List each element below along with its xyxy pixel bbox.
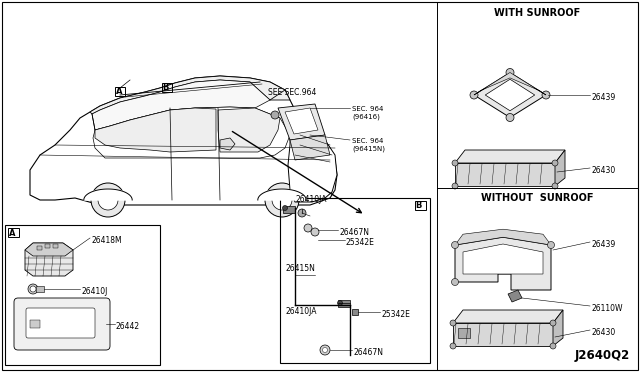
Circle shape bbox=[542, 91, 550, 99]
Circle shape bbox=[272, 190, 292, 210]
Polygon shape bbox=[508, 290, 522, 302]
Text: 26418M: 26418M bbox=[91, 236, 122, 245]
Circle shape bbox=[550, 320, 556, 326]
Bar bbox=[5, 225, 160, 365]
FancyBboxPatch shape bbox=[14, 298, 110, 350]
Bar bbox=[115, 87, 125, 96]
Text: 26415N: 26415N bbox=[285, 264, 315, 273]
Bar bbox=[53, 244, 58, 248]
Text: 26467N: 26467N bbox=[339, 228, 369, 237]
Text: WITH SUNROOF: WITH SUNROOF bbox=[494, 8, 580, 18]
Circle shape bbox=[337, 301, 342, 305]
Circle shape bbox=[550, 343, 556, 349]
Text: B: B bbox=[163, 83, 169, 93]
Text: 26430: 26430 bbox=[591, 328, 615, 337]
Bar bbox=[8, 228, 19, 237]
Bar bbox=[280, 198, 430, 363]
Polygon shape bbox=[92, 80, 270, 130]
Polygon shape bbox=[220, 138, 235, 150]
Text: SEE SEC.964: SEE SEC.964 bbox=[268, 88, 316, 97]
Text: 26439: 26439 bbox=[591, 240, 615, 249]
Text: 26430: 26430 bbox=[591, 166, 615, 175]
Polygon shape bbox=[30, 76, 337, 205]
Text: SEC. 964
(96415N): SEC. 964 (96415N) bbox=[352, 138, 385, 151]
Circle shape bbox=[450, 320, 456, 326]
Polygon shape bbox=[285, 108, 318, 134]
Bar bbox=[352, 309, 358, 315]
Polygon shape bbox=[474, 73, 546, 118]
Circle shape bbox=[451, 279, 458, 285]
Circle shape bbox=[450, 343, 456, 349]
Bar bbox=[162, 83, 172, 92]
Circle shape bbox=[311, 228, 319, 236]
Polygon shape bbox=[290, 135, 330, 160]
Circle shape bbox=[98, 190, 118, 210]
Circle shape bbox=[91, 183, 125, 217]
Polygon shape bbox=[90, 76, 290, 114]
Circle shape bbox=[323, 347, 328, 353]
Circle shape bbox=[298, 209, 306, 217]
Bar bbox=[45, 244, 50, 248]
Text: 26110W: 26110W bbox=[591, 304, 623, 313]
Text: 26410JA: 26410JA bbox=[285, 307, 317, 316]
Text: 26410J: 26410J bbox=[81, 287, 108, 296]
Circle shape bbox=[320, 345, 330, 355]
Text: WITHOUT  SUNROOF: WITHOUT SUNROOF bbox=[481, 193, 593, 203]
Bar bbox=[36, 286, 44, 292]
Polygon shape bbox=[288, 110, 337, 202]
Circle shape bbox=[271, 111, 279, 119]
Circle shape bbox=[506, 113, 514, 122]
Text: J2640Q2: J2640Q2 bbox=[575, 349, 630, 362]
Polygon shape bbox=[453, 310, 563, 323]
Circle shape bbox=[304, 224, 312, 232]
Text: 26439: 26439 bbox=[591, 93, 615, 102]
Text: 26410JA: 26410JA bbox=[296, 195, 328, 204]
Circle shape bbox=[552, 183, 558, 189]
Circle shape bbox=[552, 160, 558, 166]
Circle shape bbox=[452, 183, 458, 189]
Polygon shape bbox=[453, 323, 553, 346]
Polygon shape bbox=[278, 104, 325, 140]
Polygon shape bbox=[553, 310, 563, 346]
Bar bbox=[458, 328, 470, 338]
Circle shape bbox=[282, 205, 287, 211]
Bar bbox=[30, 320, 40, 328]
Text: 26467N: 26467N bbox=[353, 348, 383, 357]
Polygon shape bbox=[84, 189, 132, 200]
Circle shape bbox=[452, 160, 458, 166]
Polygon shape bbox=[258, 189, 306, 200]
Polygon shape bbox=[455, 237, 551, 290]
Text: 25342E: 25342E bbox=[346, 238, 375, 247]
Polygon shape bbox=[555, 150, 565, 186]
Text: 25342E: 25342E bbox=[381, 310, 410, 319]
Bar bbox=[37, 246, 42, 250]
Polygon shape bbox=[455, 150, 565, 163]
Polygon shape bbox=[455, 229, 551, 245]
Text: B: B bbox=[415, 202, 422, 211]
Circle shape bbox=[470, 91, 478, 99]
Circle shape bbox=[265, 183, 299, 217]
Text: A: A bbox=[115, 87, 122, 96]
FancyBboxPatch shape bbox=[26, 308, 95, 338]
Polygon shape bbox=[485, 79, 535, 111]
Circle shape bbox=[506, 68, 514, 77]
Bar bbox=[415, 201, 426, 210]
Circle shape bbox=[28, 284, 38, 294]
Polygon shape bbox=[474, 73, 546, 95]
Circle shape bbox=[30, 286, 36, 292]
Polygon shape bbox=[25, 243, 73, 256]
Polygon shape bbox=[455, 163, 555, 186]
Text: SEC. 964
(96416): SEC. 964 (96416) bbox=[352, 106, 383, 119]
Circle shape bbox=[451, 241, 458, 248]
Text: 26442: 26442 bbox=[116, 322, 140, 331]
Text: A: A bbox=[8, 228, 15, 237]
Bar bbox=[338, 300, 350, 307]
Polygon shape bbox=[95, 108, 216, 152]
Polygon shape bbox=[218, 108, 280, 152]
Polygon shape bbox=[25, 243, 73, 276]
Circle shape bbox=[547, 241, 554, 248]
Polygon shape bbox=[463, 244, 543, 274]
Polygon shape bbox=[93, 107, 290, 158]
Bar bbox=[283, 206, 295, 213]
